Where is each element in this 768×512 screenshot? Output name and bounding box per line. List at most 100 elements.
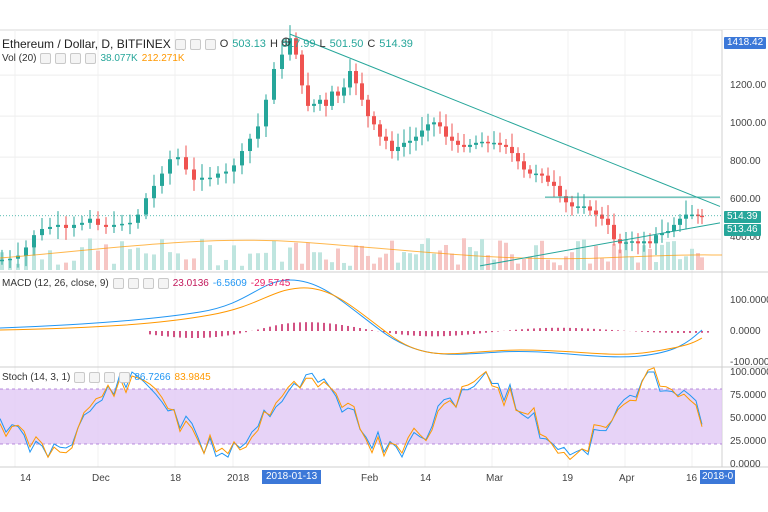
- volume-bar: [426, 238, 430, 270]
- candle-body: [56, 224, 60, 227]
- eye-icon[interactable]: [174, 38, 186, 50]
- high-value: 517.99: [281, 38, 316, 50]
- candle-body: [402, 142, 406, 147]
- candle-body: [390, 140, 394, 152]
- volume-bar: [330, 262, 334, 270]
- candle-body: [32, 235, 36, 248]
- settings-icon[interactable]: [127, 278, 139, 289]
- close-icon[interactable]: [142, 278, 154, 289]
- candle-body: [582, 206, 586, 208]
- candle-body: [462, 144, 466, 147]
- stoch-d-value: 83.9845: [174, 372, 211, 383]
- volume-bar: [384, 253, 388, 270]
- candle-body: [414, 136, 418, 141]
- volume-bar: [300, 263, 304, 270]
- volume-bar: [128, 249, 132, 270]
- volume-bar: [700, 257, 704, 270]
- candle-body: [654, 235, 658, 244]
- last-price-tag: 514.39: [724, 211, 761, 223]
- candle-body: [208, 177, 212, 180]
- close-icon[interactable]: [70, 53, 82, 64]
- close-icon[interactable]: [204, 38, 216, 50]
- volume-bar: [232, 245, 236, 270]
- more-icon[interactable]: [119, 372, 131, 383]
- candle-body: [318, 99, 322, 104]
- candle-body: [684, 214, 688, 219]
- candle-body: [570, 202, 574, 207]
- symbol-title[interactable]: Ethereum / Dollar, D, BITFINEX: [2, 37, 171, 51]
- candle-body: [112, 224, 116, 227]
- time-tick: 18: [170, 473, 182, 484]
- candle-body: [558, 185, 562, 197]
- candle-body: [492, 142, 496, 145]
- volume-bar: [654, 262, 658, 270]
- time-tick: 16: [686, 473, 698, 484]
- volume-bar: [660, 244, 664, 270]
- candle-body: [48, 226, 52, 229]
- volume-bar: [630, 256, 634, 270]
- volume-bar: [88, 238, 92, 270]
- candle-body: [540, 173, 544, 176]
- price-tick: 400.00: [730, 232, 761, 243]
- candle-body: [300, 54, 304, 86]
- eye-icon[interactable]: [74, 372, 86, 383]
- volume-title[interactable]: Vol (20): [2, 53, 37, 64]
- candle-body: [104, 224, 108, 227]
- volume-bar: [280, 261, 284, 270]
- candle-body: [64, 224, 68, 228]
- volume-bar: [420, 243, 424, 270]
- volume-bar: [486, 255, 490, 270]
- volume-bar: [468, 247, 472, 270]
- volume-bar: [64, 262, 68, 270]
- volume-bar: [288, 247, 292, 270]
- second-price-tag: 513.46: [724, 224, 761, 236]
- stoch-title[interactable]: Stoch (14, 3, 1): [2, 372, 71, 383]
- low-label: L: [319, 38, 326, 50]
- candle-body: [120, 223, 124, 226]
- candle-body: [396, 146, 400, 152]
- candle-body: [248, 138, 252, 152]
- settings-icon[interactable]: [55, 53, 67, 64]
- time-tick: 14: [20, 473, 32, 484]
- settings-icon[interactable]: [89, 372, 101, 383]
- macd-tick: 0.0000: [730, 326, 761, 337]
- candle-body: [366, 99, 370, 117]
- candle-body: [624, 242, 628, 244]
- volume-bar: [456, 264, 460, 270]
- candle-body: [378, 124, 382, 137]
- candle-body: [24, 247, 28, 256]
- candle-body: [224, 171, 228, 174]
- volume-bar: [582, 239, 586, 270]
- close-label: C: [367, 38, 376, 50]
- candle-body: [648, 241, 652, 244]
- candle-body: [348, 71, 352, 88]
- candle-body: [96, 218, 100, 225]
- volume-bar: [378, 257, 382, 270]
- eye-icon[interactable]: [112, 278, 124, 289]
- candle-body: [184, 157, 188, 170]
- candle-body: [272, 68, 276, 100]
- resistance-trendline: [289, 33, 721, 207]
- volume-bar: [396, 262, 400, 270]
- candle-body: [192, 169, 196, 180]
- volume-bar: [192, 258, 196, 270]
- macd-tick: -100.0000: [730, 357, 768, 368]
- eye-icon[interactable]: [40, 53, 52, 64]
- volume-bar: [618, 249, 622, 270]
- time-tick: 2018: [227, 473, 250, 484]
- price-tick: 600.00: [730, 194, 761, 205]
- volume-bar: [96, 250, 100, 270]
- candle-body: [522, 161, 526, 170]
- volume-bar: [438, 250, 442, 270]
- volume-bar: [612, 243, 616, 270]
- more-icon[interactable]: [85, 53, 97, 64]
- price-tick: 1200.00: [730, 80, 767, 91]
- macd-title[interactable]: MACD (12, 26, close, 9): [2, 278, 109, 289]
- more-icon[interactable]: [157, 278, 169, 289]
- settings-icon[interactable]: [189, 38, 201, 50]
- candle-body: [152, 185, 156, 199]
- close-icon[interactable]: [104, 372, 116, 383]
- volume-bar: [294, 242, 298, 270]
